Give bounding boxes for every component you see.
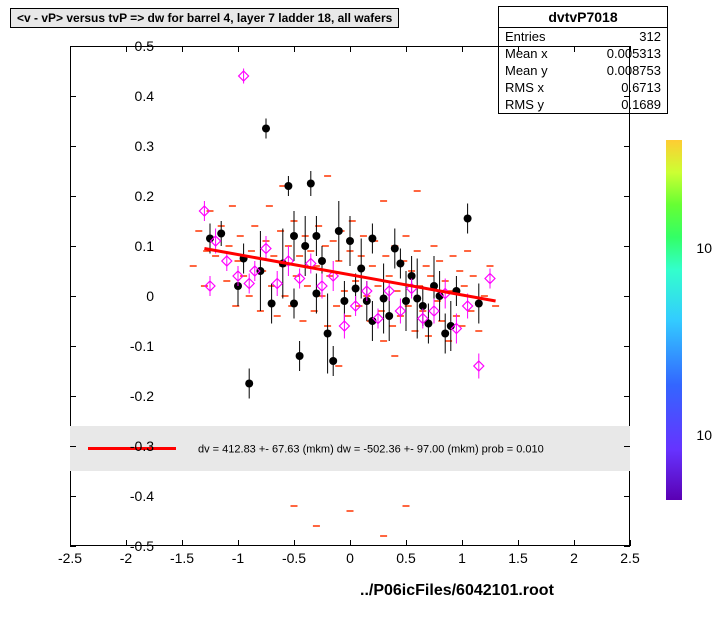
- y-tick-label: -0.2: [130, 388, 154, 404]
- colorbar-label: 10: [696, 240, 712, 256]
- x-tick-label: -2: [120, 550, 132, 566]
- y-tick-label: 0: [146, 288, 154, 304]
- x-tick-label: -1.5: [170, 550, 194, 566]
- y-tick-label: 0.3: [135, 138, 154, 154]
- svg-text:dv = 412.83 +- 67.63 (mkm) dw: dv = 412.83 +- 67.63 (mkm) dw = -502.36 …: [198, 444, 544, 456]
- x-tick-label: 2.5: [620, 550, 639, 566]
- stats-row: Entries312: [499, 28, 667, 45]
- y-tick-label: -0.1: [130, 338, 154, 354]
- y-tick-label: -0.4: [130, 488, 154, 504]
- x-tick-label: -1: [232, 550, 244, 566]
- x-tick-label: 0: [346, 550, 354, 566]
- y-tick-label: 0.5: [135, 38, 154, 54]
- y-tick-label: 0.2: [135, 188, 154, 204]
- x-tick-label: 2: [570, 550, 578, 566]
- colorbar: [666, 140, 682, 500]
- x-tick-label: -2.5: [58, 550, 82, 566]
- x-tick-label: 1: [458, 550, 466, 566]
- y-tick-label: 0.1: [135, 238, 154, 254]
- x-tick-label: 1.5: [508, 550, 527, 566]
- x-tick-label: -0.5: [282, 550, 306, 566]
- y-tick-label: -0.5: [130, 538, 154, 554]
- plot-title: <v - vP> versus tvP => dw for barrel 4, …: [10, 8, 399, 28]
- stats-name: dvtvP7018: [499, 7, 667, 28]
- file-label: ../P06icFiles/6042101.root: [360, 582, 554, 600]
- x-tick-label: 0.5: [396, 550, 415, 566]
- y-tick-label: -0.3: [130, 438, 154, 454]
- colorbar-label: 10: [696, 427, 712, 443]
- y-tick-label: 0.4: [135, 88, 154, 104]
